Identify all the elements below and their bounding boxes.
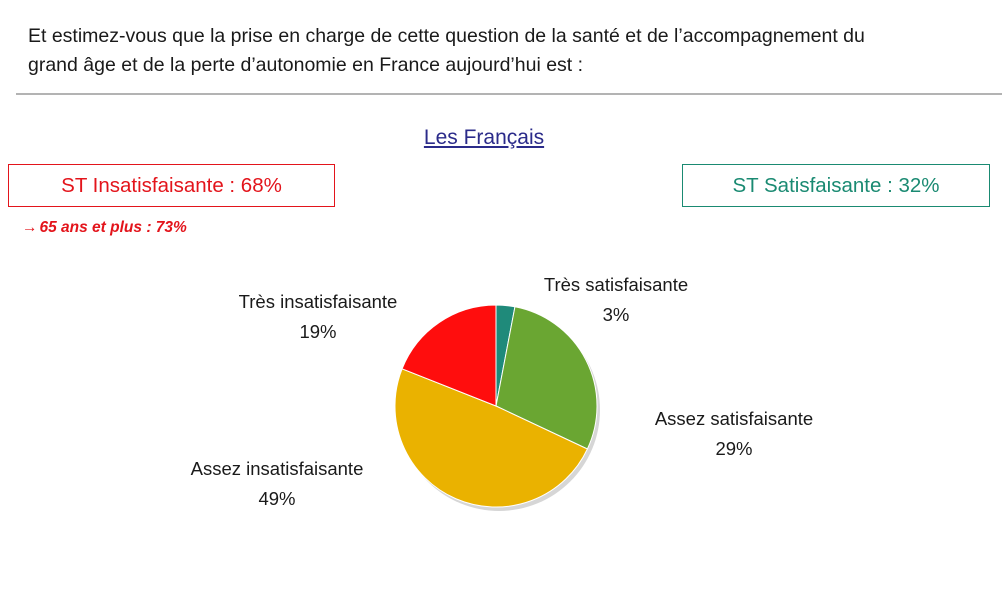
age-subnote-text: 65 ans et plus : 73%	[39, 219, 187, 236]
negative-total-label: ST Insatisfaisante : 68%	[61, 173, 282, 197]
slice-label-name: Très satisfaisante	[543, 274, 689, 295]
positive-total-box: ST Satisfaisante : 32%	[682, 164, 990, 207]
age-subnote: → 65 ans et plus : 73%	[22, 219, 187, 237]
slice-label-assez-insatisfaisante: Assez insatisfaisante 49%	[168, 454, 386, 514]
question-line-1: Et estimez-vous que la prise en charge d…	[28, 25, 865, 47]
slice-label-value: 3%	[602, 304, 630, 325]
slice-label-name: Très insatisfaisante	[238, 291, 398, 312]
slice-label-value: 19%	[299, 321, 337, 342]
divider	[16, 93, 1002, 95]
slice-label-assez-satisfaisante: Assez satisfaisante 29%	[634, 404, 834, 464]
arrow-right-icon: →	[22, 219, 38, 236]
positive-total-label: ST Satisfaisante : 32%	[732, 173, 940, 197]
question-text: Et estimez-vous que la prise en charge d…	[28, 22, 988, 80]
negative-total-box: ST Insatisfaisante : 68%	[8, 164, 335, 207]
slice-label-value: 49%	[258, 488, 296, 509]
question-line-2: grand âge et de la perte d’autonomie en …	[28, 54, 584, 76]
pie-slice-assez-insatisfaisante	[394, 368, 589, 508]
slice-label-value: 29%	[715, 438, 753, 459]
group-title: Les Français	[423, 126, 545, 149]
slice-label-name: Assez insatisfaisante	[190, 458, 364, 479]
slice-label-name: Assez satisfaisante	[654, 408, 814, 429]
slice-label-tres-insatisfaisante: Très insatisfaisante 19%	[222, 287, 414, 347]
pie-slice-tr-s-insatisfaisante	[401, 304, 497, 407]
slice-label-tres-satisfaisante: Très satisfaisante 3%	[528, 270, 704, 330]
pie-slice-assez-satisfaisante	[495, 306, 598, 450]
